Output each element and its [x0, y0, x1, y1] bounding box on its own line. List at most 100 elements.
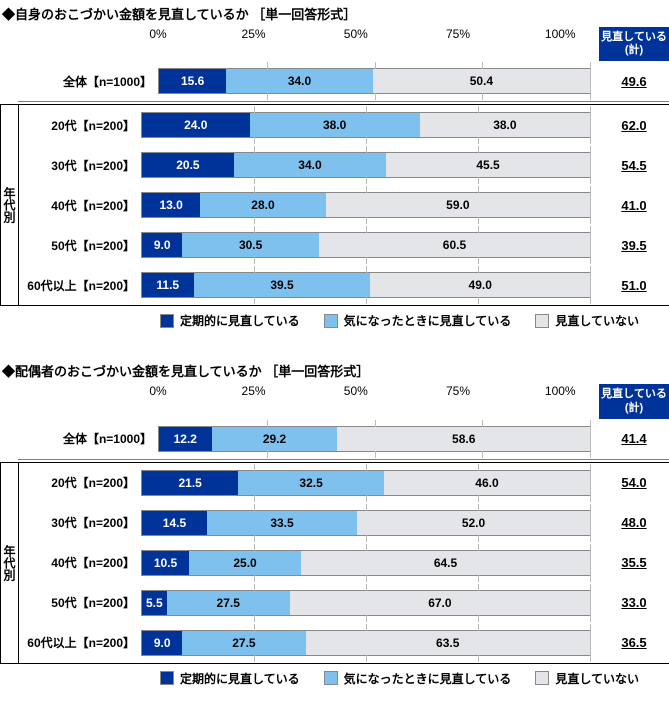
bar-segment: 58.6 — [337, 427, 590, 451]
bar-segment: 60.5 — [319, 233, 590, 257]
legend-label: 気になったときに見直している — [344, 312, 512, 329]
bar-segment: 20.5 — [142, 153, 234, 177]
totals-header: 見直している(計) — [599, 27, 669, 61]
chart-title: ◆配偶者のおこづかい金額を見直しているか ［単一回答形式］ — [0, 357, 669, 384]
bar-segment: 14.5 — [142, 511, 207, 535]
legend-swatch — [160, 314, 174, 328]
row-total: 39.5 — [599, 238, 669, 253]
row-label: 50代【n=200】 — [19, 594, 141, 611]
legend-item: 定期的に見直している — [160, 670, 300, 687]
bar-segment: 30.5 — [182, 233, 319, 257]
legend-label: 見直していない — [555, 312, 639, 329]
bar-segment: 49.0 — [370, 273, 590, 297]
bar-segment: 9.0 — [142, 233, 182, 257]
legend-item: 見直していない — [535, 670, 639, 687]
bar: 21.532.546.0 — [141, 470, 591, 496]
row-label: 60代以上【n=200】 — [19, 634, 141, 651]
bar-segment: 34.0 — [234, 153, 386, 177]
bar-segment: 29.2 — [212, 427, 338, 451]
bar-segment: 9.0 — [142, 631, 182, 655]
row-label: 60代以上【n=200】 — [19, 277, 141, 294]
totals-header: 見直している(計) — [599, 384, 669, 418]
bar-segment: 45.5 — [386, 153, 590, 177]
bar-segment: 12.2 — [159, 427, 212, 451]
bar-segment: 25.0 — [189, 551, 301, 575]
bar: 5.527.567.0 — [141, 590, 591, 616]
axis-tick: 50% — [344, 384, 368, 398]
bar: 20.534.045.5 — [141, 152, 591, 178]
row-total: 41.4 — [599, 431, 669, 446]
row-total: 33.0 — [599, 595, 669, 610]
row-total: 54.5 — [599, 158, 669, 173]
row-total: 54.0 — [599, 475, 669, 490]
bar-segment: 5.5 — [142, 591, 167, 615]
bar: 12.229.258.6 — [158, 426, 591, 452]
legend-item: 気になったときに見直している — [324, 670, 512, 687]
bar-segment: 24.0 — [142, 113, 250, 137]
legend-swatch — [535, 671, 549, 685]
legend-label: 定期的に見直している — [180, 312, 300, 329]
age-group-label: 年代別 — [1, 463, 19, 663]
row-label: 全体【n=1000】 — [18, 73, 158, 90]
bar-segment: 21.5 — [142, 471, 238, 495]
chart-title: ◆自身のおこづかい金額を見直しているか ［単一回答形式］ — [0, 0, 669, 27]
row-total: 35.5 — [599, 555, 669, 570]
row-total: 48.0 — [599, 515, 669, 530]
legend-item: 定期的に見直している — [160, 312, 300, 329]
bar-segment: 32.5 — [238, 471, 384, 495]
row-label: 20代【n=200】 — [19, 474, 141, 491]
bar-segment: 52.0 — [357, 511, 590, 535]
axis-labels: 0%25%50%75%100% — [158, 27, 591, 41]
row-label: 30代【n=200】 — [19, 514, 141, 531]
axis-tick: 25% — [242, 384, 266, 398]
row-total: 41.0 — [599, 198, 669, 213]
bar: 9.027.563.5 — [141, 630, 591, 656]
bar-segment: 33.5 — [207, 511, 357, 535]
legend-swatch — [324, 314, 338, 328]
row-label: 50代【n=200】 — [19, 237, 141, 254]
bar-segment: 59.0 — [326, 193, 590, 217]
bar: 10.525.064.5 — [141, 550, 591, 576]
legend-label: 気になったときに見直している — [344, 670, 512, 687]
row-label: 20代【n=200】 — [19, 117, 141, 134]
bar: 9.030.560.5 — [141, 232, 591, 258]
row-total: 62.0 — [599, 118, 669, 133]
bar-segment: 34.0 — [226, 69, 373, 93]
row-total: 36.5 — [599, 635, 669, 650]
bar-segment: 38.0 — [250, 113, 420, 137]
bar-segment: 10.5 — [142, 551, 189, 575]
bar: 15.634.050.4 — [158, 68, 591, 94]
bar-segment: 28.0 — [200, 193, 325, 217]
axis-labels: 0%25%50%75%100% — [158, 384, 591, 398]
bar: 11.539.549.0 — [141, 272, 591, 298]
axis-tick: 0% — [149, 384, 166, 398]
axis-tick: 25% — [242, 27, 266, 41]
bar-segment: 13.0 — [142, 193, 200, 217]
bar-segment: 63.5 — [306, 631, 590, 655]
bar-segment: 46.0 — [384, 471, 590, 495]
axis-tick: 0% — [149, 27, 166, 41]
bar: 24.038.038.0 — [141, 112, 591, 138]
bar-segment: 11.5 — [142, 273, 194, 297]
row-label: 40代【n=200】 — [19, 554, 141, 571]
age-group-label: 年代別 — [1, 105, 19, 305]
bar-segment: 64.5 — [301, 551, 590, 575]
legend: 定期的に見直している 気になったときに見直している 見直していない — [0, 306, 669, 337]
bar: 14.533.552.0 — [141, 510, 591, 536]
legend-swatch — [324, 671, 338, 685]
legend: 定期的に見直している 気になったときに見直している 見直していない — [0, 664, 669, 695]
axis-tick: 50% — [344, 27, 368, 41]
axis-tick: 100% — [545, 384, 576, 398]
axis-tick: 75% — [446, 27, 470, 41]
row-total: 51.0 — [599, 278, 669, 293]
row-label: 40代【n=200】 — [19, 197, 141, 214]
row-label: 30代【n=200】 — [19, 157, 141, 174]
bar-segment: 27.5 — [182, 631, 305, 655]
bar-segment: 15.6 — [159, 69, 226, 93]
bar-segment: 27.5 — [167, 591, 290, 615]
bar-segment: 39.5 — [194, 273, 371, 297]
bar-segment: 67.0 — [290, 591, 590, 615]
bar: 13.028.059.0 — [141, 192, 591, 218]
row-label: 全体【n=1000】 — [18, 430, 158, 447]
legend-label: 見直していない — [555, 670, 639, 687]
